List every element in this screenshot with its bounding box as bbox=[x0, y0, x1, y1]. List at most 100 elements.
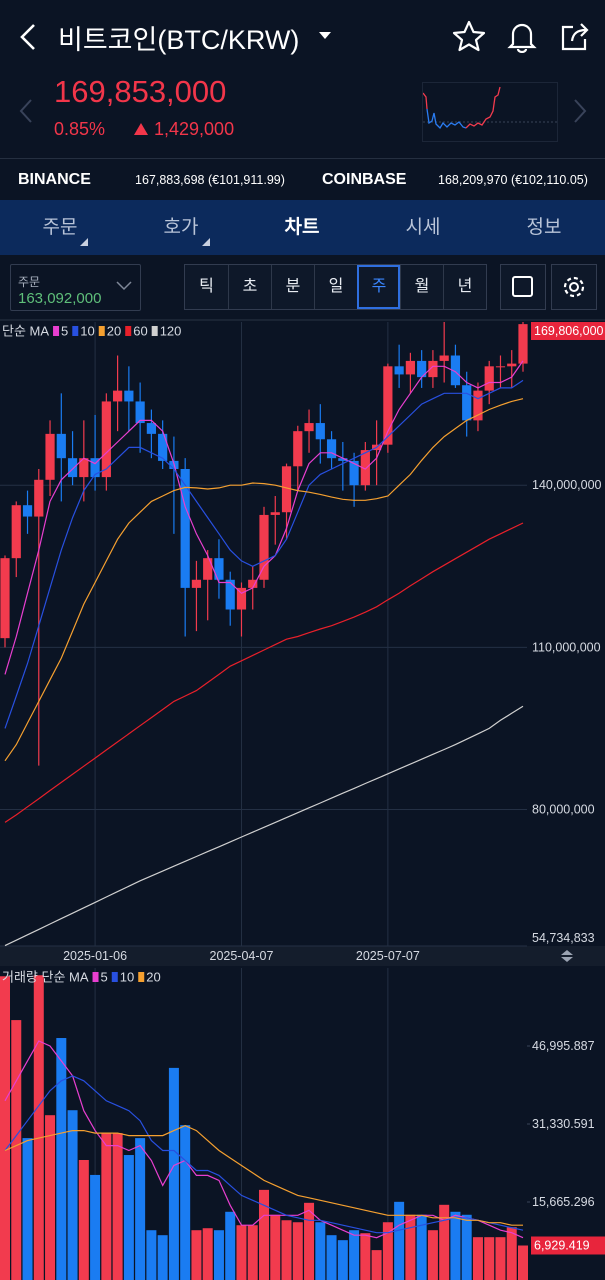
candle-body bbox=[383, 366, 393, 445]
legend-name: 60 bbox=[133, 324, 147, 339]
candle-body bbox=[405, 360, 415, 375]
volume-bar bbox=[360, 1233, 371, 1280]
legend-swatch bbox=[72, 326, 79, 336]
candle-body bbox=[281, 466, 292, 513]
candle-body bbox=[203, 558, 213, 580]
favorite-icon[interactable] bbox=[451, 19, 487, 53]
volume-bar bbox=[0, 976, 10, 1280]
period-button[interactable]: 분 bbox=[271, 265, 314, 309]
coin-title[interactable]: 비트코인(BTC/KRW) bbox=[58, 25, 300, 55]
volume-bar bbox=[461, 1214, 472, 1280]
exchange-name: BINANCE bbox=[18, 171, 91, 188]
candle-body bbox=[34, 479, 44, 517]
legend-swatch bbox=[151, 326, 158, 336]
tab[interactable]: 정보 bbox=[526, 217, 562, 238]
candle-body bbox=[518, 324, 528, 364]
volume-bar bbox=[78, 1160, 89, 1280]
ma-line bbox=[4, 360, 524, 675]
candle-body bbox=[225, 579, 235, 610]
settings-button[interactable] bbox=[551, 264, 597, 310]
period-button[interactable]: 월 bbox=[400, 265, 443, 309]
alert-icon[interactable] bbox=[505, 19, 539, 53]
prev-arrow[interactable] bbox=[18, 98, 34, 124]
resize-handle[interactable] bbox=[561, 950, 573, 955]
candle-body bbox=[56, 433, 66, 459]
current-price: 169,853,000 bbox=[54, 74, 227, 109]
period-button[interactable]: 초 bbox=[228, 265, 271, 309]
candle-body bbox=[338, 458, 348, 461]
y-tick-label: 31,330.591 bbox=[532, 1117, 595, 1131]
tab[interactable]: 차트 bbox=[284, 217, 320, 238]
candle-body bbox=[304, 423, 314, 432]
candle-body bbox=[417, 360, 427, 378]
volume-bar bbox=[123, 1155, 134, 1280]
legend-name: 5 bbox=[101, 970, 108, 985]
legend-swatch bbox=[53, 326, 60, 336]
candle-body bbox=[214, 558, 224, 580]
title-dropdown[interactable] bbox=[318, 31, 332, 41]
ma-line bbox=[4, 398, 524, 762]
candle-body bbox=[135, 401, 145, 424]
tab[interactable]: 호가 bbox=[163, 217, 199, 238]
last-value-box bbox=[531, 1236, 605, 1255]
ma-line bbox=[4, 705, 524, 947]
candle-body bbox=[90, 458, 100, 478]
exchange-price: 167,883,698 (€101,911.99) bbox=[135, 173, 285, 187]
candle-body bbox=[349, 460, 359, 486]
legend-name: 120 bbox=[160, 324, 182, 339]
volume-bar bbox=[213, 1230, 224, 1280]
last-value-label: 169,806,000 bbox=[534, 324, 604, 338]
volume-bar bbox=[22, 1138, 33, 1280]
candle-body bbox=[124, 390, 134, 402]
candle-body bbox=[158, 433, 168, 461]
settings-icon bbox=[563, 276, 585, 298]
mini-chart bbox=[422, 82, 558, 142]
volume-bar bbox=[405, 1214, 416, 1280]
candle-body bbox=[473, 390, 483, 421]
period-button[interactable]: 주 bbox=[357, 265, 400, 309]
layout-button[interactable] bbox=[500, 264, 546, 310]
candle-body bbox=[428, 360, 438, 378]
tab-corner bbox=[80, 238, 88, 246]
volume-bar bbox=[168, 1067, 179, 1280]
volume-bar bbox=[157, 1235, 168, 1280]
volume-bar bbox=[11, 1020, 22, 1280]
change-rate: 0.85% bbox=[54, 119, 106, 139]
candle-body bbox=[22, 505, 33, 517]
x-tick-label: 2025-07-07 bbox=[356, 949, 420, 963]
legend-name: 5 bbox=[61, 324, 68, 339]
volume-bar bbox=[67, 1110, 78, 1280]
back-button[interactable] bbox=[16, 22, 40, 52]
candle-body bbox=[326, 439, 337, 459]
resize-handle[interactable] bbox=[561, 957, 573, 962]
volume-bar bbox=[259, 1189, 269, 1280]
layout-icon bbox=[512, 276, 533, 297]
volume-bar bbox=[495, 1237, 506, 1280]
volume-bar bbox=[292, 1222, 303, 1280]
share-icon[interactable] bbox=[558, 19, 592, 53]
period-button[interactable]: 년 bbox=[443, 265, 486, 309]
candle-body bbox=[360, 450, 370, 486]
last-value-label: 6,929.419 bbox=[534, 1238, 590, 1252]
legend-name: 20 bbox=[107, 324, 121, 339]
chart: 54,734,833 80,000,000 110,000,000 140,000,0… bbox=[0, 319, 605, 1280]
tab[interactable]: 시세 bbox=[405, 217, 441, 238]
candle-body bbox=[462, 385, 472, 421]
order-select-value: 163,092,000 bbox=[18, 290, 102, 307]
volume-bar bbox=[315, 1222, 326, 1280]
next-arrow[interactable] bbox=[572, 98, 588, 124]
candle-body bbox=[191, 579, 202, 588]
order-select[interactable] bbox=[10, 264, 141, 311]
divider bbox=[0, 158, 605, 159]
volume-bar bbox=[90, 1174, 101, 1280]
volume-bar bbox=[135, 1138, 146, 1280]
period-button[interactable]: 틱 bbox=[199, 278, 214, 295]
candle-body bbox=[484, 366, 494, 391]
legend-swatch bbox=[111, 972, 118, 982]
volume-bar bbox=[33, 975, 44, 1280]
volume-bar bbox=[225, 1211, 236, 1280]
y-tick-label: 80,000,000 bbox=[532, 802, 595, 816]
tab[interactable]: 주문 bbox=[42, 217, 78, 238]
period-button[interactable]: 일 bbox=[314, 265, 357, 309]
